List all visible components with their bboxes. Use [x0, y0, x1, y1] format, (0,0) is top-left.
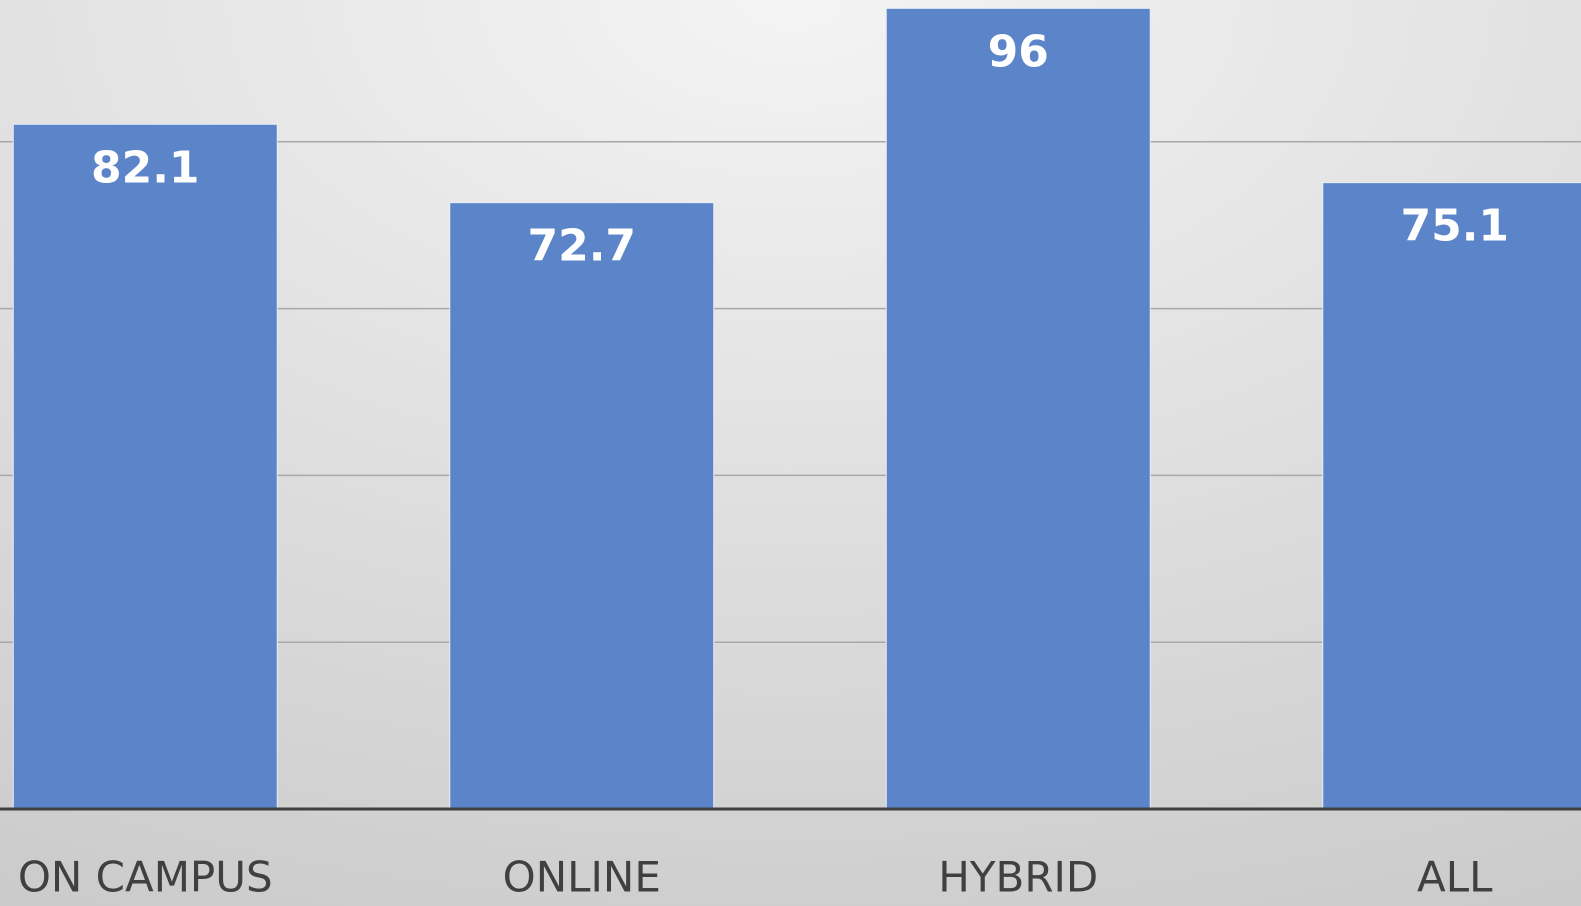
bar	[1322, 182, 1581, 810]
data-label: 96	[988, 26, 1049, 77]
bar	[449, 202, 715, 810]
x-tick-label: ON CAMPUS	[18, 853, 273, 902]
x-tick-label: HYBRID	[938, 853, 1098, 902]
labels: 82.1 ON CAMPUS 72.7 ONLINE 96 HYBRID 75.1 ALL	[0, 26, 1581, 902]
bars	[12, 7, 1581, 810]
bar	[12, 123, 278, 810]
x-tick-label: ONLINE	[503, 853, 661, 902]
bar	[885, 7, 1151, 810]
x-tick-label: ALL	[1417, 853, 1493, 902]
data-label: 72.7	[527, 221, 636, 272]
data-label: 75.1	[1400, 201, 1509, 252]
data-label: 82.1	[91, 142, 200, 193]
